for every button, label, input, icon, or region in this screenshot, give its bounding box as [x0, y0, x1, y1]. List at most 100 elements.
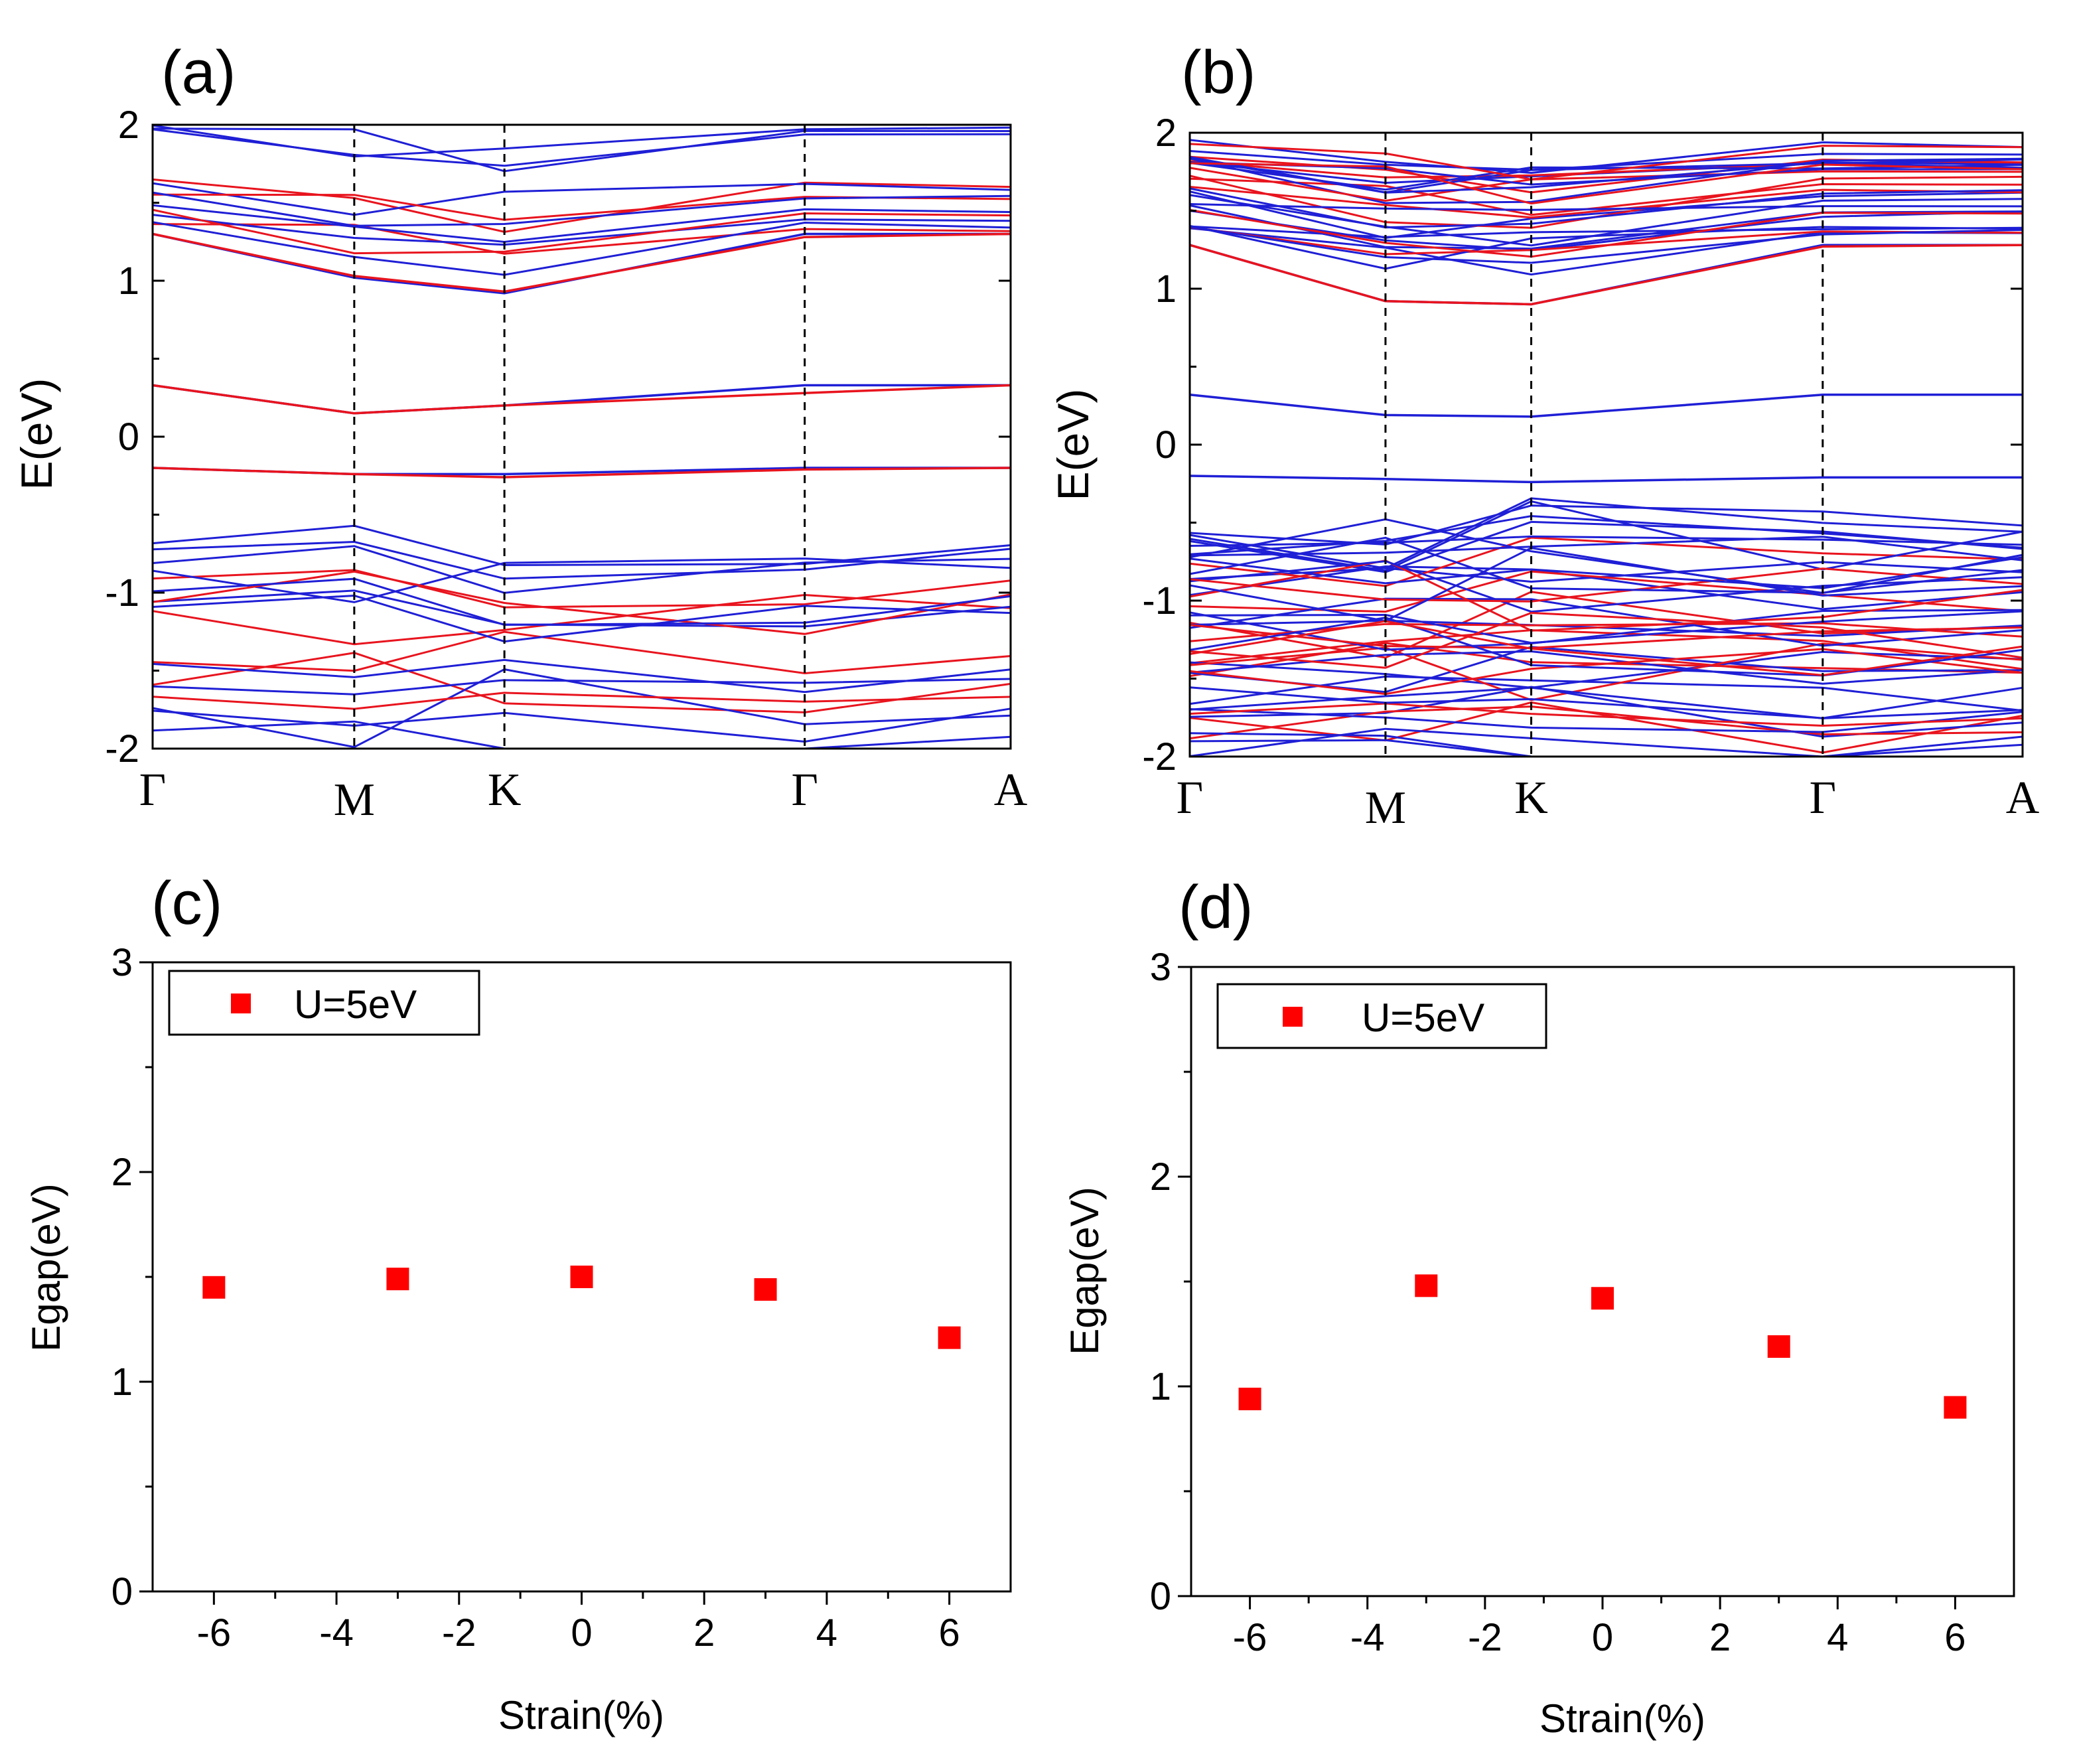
data-point	[1238, 1387, 1261, 1410]
band-blue-4	[152, 232, 1011, 295]
x-tick-label: 6	[1944, 1616, 1966, 1659]
valence-band	[1189, 702, 2023, 727]
y-axis-label-c: Egap(eV)	[24, 1183, 68, 1351]
valence-band	[152, 570, 1011, 635]
x-axis-label-d: Strain(%)	[1539, 1696, 1705, 1741]
y-tick-label: 3	[1150, 946, 1171, 989]
k-point-label: M	[1365, 782, 1406, 834]
x-tick-label: -6	[1233, 1616, 1267, 1659]
x-tick-label: 4	[816, 1611, 837, 1654]
k-point-label: Γ	[139, 765, 166, 816]
y-tick-label: -2	[105, 727, 139, 771]
y-tick-label: 2	[111, 1151, 133, 1194]
valence-band	[1189, 515, 2023, 555]
y-tick-label: 0	[111, 1570, 133, 1613]
x-axis-label-c: Strain(%)	[498, 1693, 664, 1737]
conduction-band	[1189, 186, 2023, 219]
valence-band	[1189, 518, 2023, 595]
data-point	[386, 1268, 409, 1291]
x-tick-label: -2	[442, 1611, 476, 1654]
valence-band	[152, 593, 1011, 646]
data-points-c	[202, 1266, 961, 1349]
conduction-band	[1189, 225, 2023, 238]
legend-marker-d	[1283, 1007, 1303, 1027]
y-tick-label: -1	[1142, 579, 1177, 623]
valence-band	[1189, 560, 2023, 613]
legend-d: U=5eV	[1216, 983, 1547, 1049]
legend-label-c: U=5eV	[294, 982, 417, 1027]
data-point	[754, 1278, 777, 1301]
conduction-band	[1189, 162, 2023, 205]
x-tick-label: 2	[693, 1611, 715, 1654]
panel-c-strain-gap: (c) Egap(eV) Strain(%) -6 -4 -2 0 2 4 6 0 1 2 3 U=…	[24, 869, 1012, 1737]
legend-marker-c	[231, 993, 251, 1013]
data-point	[1591, 1287, 1614, 1310]
conduction-band	[152, 208, 1011, 255]
data-point	[1415, 1274, 1438, 1297]
k-point-label: Γ	[791, 765, 818, 816]
x-tick-label: -6	[197, 1611, 232, 1654]
x-tick-label: 4	[1827, 1616, 1848, 1659]
valence-band	[152, 545, 1011, 594]
legend-label-d: U=5eV	[1362, 995, 1484, 1040]
valence-band	[1189, 611, 2023, 669]
axis-ticks-d: -6 -4 -2 0 2 4 6 0 1 2 3	[1150, 946, 1966, 1659]
valence-band	[152, 720, 1011, 750]
k-point-label: K	[1514, 772, 1548, 824]
data-point	[938, 1326, 961, 1349]
conduction-band	[152, 191, 1011, 227]
x-tick-label: 6	[939, 1611, 960, 1654]
panel-b-band-structure: (b) E(eV) -2 -1 0 1 2 Γ M K Γ A	[1048, 38, 2040, 834]
panel-d-strain-gap: (d) Egap(eV) Strain(%) -6 -4 -2 0 2 4 6 0 1 2 3 U=…	[1062, 873, 2015, 1741]
valence-band	[1189, 610, 2023, 644]
panel-label-b: (b)	[1181, 38, 1255, 106]
axis-ticks-c: -6 -4 -2 0 2 4 6 0 1 2 3	[111, 941, 960, 1654]
x-tick-label: -4	[1350, 1616, 1385, 1659]
panel-label-d: (d)	[1179, 873, 1253, 941]
y-tick-label: 0	[1150, 1575, 1171, 1618]
y-tick-label: 3	[111, 941, 133, 984]
conduction-band	[152, 128, 1011, 167]
valence-band	[1189, 708, 2023, 733]
k-point-dividers-a	[353, 125, 806, 749]
panel-a-band-structure: (a) E(eV) -2 -1 0 1 2 Γ M K Γ A	[12, 38, 1028, 826]
data-point	[1767, 1335, 1790, 1358]
x-tick-label: 0	[1592, 1616, 1613, 1659]
x-tick-label: -2	[1468, 1616, 1502, 1659]
y-tick-label: 1	[1150, 1365, 1171, 1408]
band-lines-b	[1189, 139, 2023, 758]
conduction-band	[152, 182, 1011, 216]
k-point-label: A	[994, 765, 1028, 816]
valence-band	[1189, 536, 2023, 587]
conduction-band	[152, 223, 1011, 255]
conduction-band	[1189, 194, 2023, 247]
plot-frame-d	[1190, 966, 2015, 1597]
y-tick-label: 0	[1155, 423, 1177, 467]
band-red-3	[1189, 244, 2023, 306]
valence-band	[1189, 622, 2023, 642]
y-axis-label-b: E(eV)	[1048, 389, 1098, 501]
valence-band	[1189, 675, 2023, 712]
conduction-band	[1189, 139, 2023, 175]
y-tick-label: 1	[1155, 267, 1177, 311]
y-ticks-b: -2 -1 0 1 2	[1142, 111, 2023, 778]
k-point-label: Γ	[1810, 772, 1836, 824]
y-tick-label: 2	[1155, 111, 1177, 155]
data-point	[570, 1266, 593, 1288]
valence-band	[152, 630, 1011, 675]
valence-band	[152, 652, 1011, 713]
legend-box-d	[1216, 983, 1547, 1049]
valence-band	[1189, 520, 2023, 573]
y-tick-label: 2	[118, 104, 139, 147]
panel-label-a: (a)	[161, 38, 236, 106]
valence-band	[152, 678, 1011, 696]
y-tick-label: 1	[118, 259, 139, 303]
conduction-band	[1189, 190, 2023, 240]
data-point	[1944, 1396, 1967, 1419]
y-tick-label: 0	[118, 415, 139, 459]
valence-band	[1189, 686, 2023, 719]
panel-label-c: (c)	[151, 869, 222, 937]
conduction-band	[1189, 226, 2023, 264]
valence-band	[152, 692, 1011, 710]
